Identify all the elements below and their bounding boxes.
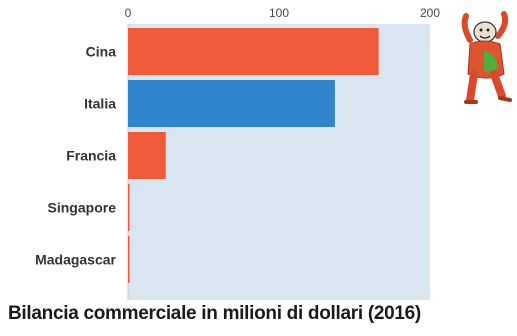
x-tick-label: 100	[269, 6, 289, 20]
bar-madagascar	[128, 236, 130, 283]
category-label: Singapore	[48, 200, 117, 216]
chart-svg: 0 100 200 Cina Italia Francia Singapore Madagas…	[35, 6, 440, 300]
cartoon-mascot-icon	[461, 11, 512, 104]
chart-title: Bilancia commerciale in milioni di dolla…	[8, 303, 421, 324]
category-label: Cina	[86, 44, 117, 60]
x-tick-label: 200	[420, 6, 440, 20]
bar-italia	[128, 80, 335, 127]
category-label: Francia	[66, 148, 116, 164]
category-label: Madagascar	[35, 252, 116, 268]
category-label: Italia	[84, 96, 116, 112]
x-tick-label: 0	[125, 6, 132, 20]
bar-francia	[128, 132, 166, 179]
bar-chart: 0 100 200 Cina Italia Francia Singapore Madagas…	[35, 6, 440, 300]
bar-singapore	[128, 184, 130, 231]
bar-cina	[128, 28, 379, 75]
